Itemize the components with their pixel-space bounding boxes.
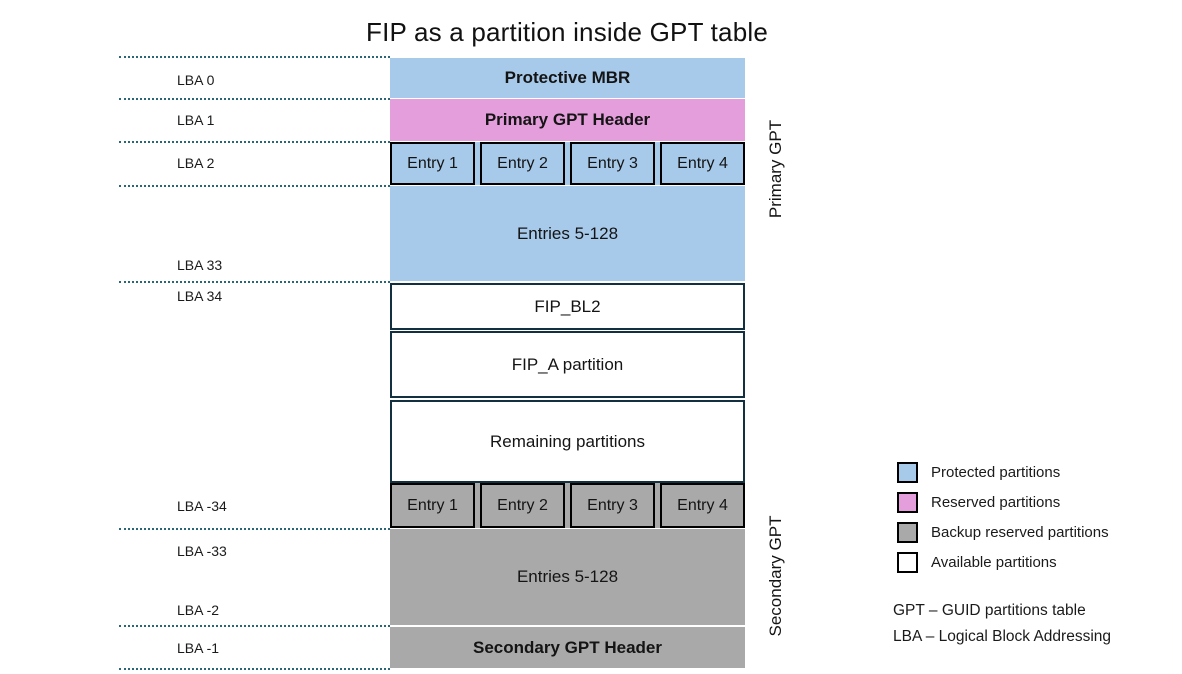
legend-label-protected: Protected partitions (931, 463, 1061, 481)
block-fip-bl2: FIP_BL2 (390, 283, 745, 330)
secondary-entry-2: Entry 2 (480, 483, 565, 528)
block-fip-a-partition: FIP_A partition (390, 331, 745, 398)
block-protective-mbr-label: Protective MBR (504, 68, 631, 87)
lba-label-m34: LBA -34 (177, 498, 227, 514)
block-fip-bl2-label: FIP_BL2 (534, 296, 601, 316)
lba-label-2: LBA 2 (177, 155, 215, 171)
lba-label-m1: LBA -1 (177, 640, 220, 656)
lba-label-1: LBA 1 (177, 112, 215, 128)
primary-entry-3: Entry 3 (570, 142, 655, 185)
dotted-line-lbam34-lbam33 (119, 528, 390, 530)
legend-label-reserved: Reserved partitions (931, 493, 1061, 511)
legend-swatch-backup (897, 521, 918, 543)
dotted-line-lbam2-lbam1 (119, 625, 390, 627)
legend-swatch-available (897, 551, 918, 573)
lba-label-34: LBA 34 (177, 288, 223, 304)
secondary-entry-4: Entry 4 (660, 483, 745, 528)
legend-swatch-protected (897, 461, 918, 483)
lba-label-m33: LBA -33 (177, 543, 227, 559)
abbreviation-lba: LBA – Logical Block Addressing (893, 628, 1111, 645)
block-entries-5-128-secondary-label: Entries 5-128 (516, 567, 619, 586)
diagram-title: FIP as a partition inside GPT table (365, 17, 769, 47)
dotted-line-lba0-top (119, 56, 390, 58)
secondary-entry-1: Entry 1 (390, 483, 475, 528)
primary-entry-1: Entry 1 (390, 142, 475, 185)
secondary-entry-row: Entry 1 Entry 2 Entry 3 Entry 4 (390, 483, 745, 528)
block-protective-mbr: Protective MBR (390, 58, 745, 98)
legend-item-reserved: Reserved partitions (897, 491, 1060, 513)
legend-swatch-reserved (897, 491, 918, 513)
lba-label-33: LBA 33 (177, 257, 223, 273)
legend-label-backup: Backup reserved partitions (931, 523, 1109, 541)
block-secondary-gpt-header-label: Secondary GPT Header (473, 637, 662, 657)
abbreviation-gpt: GPT – GUID partitions table (893, 602, 1086, 619)
legend-item-available: Available partitions (897, 551, 1057, 573)
block-fip-a-partition-label: FIP_A partition (511, 354, 624, 374)
lba-label-m2: LBA -2 (177, 602, 220, 618)
block-entries-5-128-primary-label: Entries 5-128 (516, 223, 619, 243)
block-secondary-gpt-header: Secondary GPT Header (390, 627, 745, 668)
legend-label-available: Available partitions (931, 553, 1057, 571)
secondary-entry-3: Entry 3 (570, 483, 655, 528)
dotted-line-lba1-lba2 (119, 141, 390, 143)
dotted-line-lba0-lba1 (119, 98, 390, 100)
primary-entry-2: Entry 2 (480, 142, 565, 185)
dotted-line-lba2-entries (119, 185, 390, 187)
lba-label-0: LBA 0 (177, 72, 215, 88)
legend-item-protected: Protected partitions (897, 461, 1060, 483)
primary-gpt-side-label: Primary GPT (766, 119, 785, 219)
legend-item-backup: Backup reserved partitions (897, 521, 1109, 543)
primary-entry-4: Entry 4 (660, 142, 745, 185)
primary-entry-row: Entry 1 Entry 2 Entry 3 Entry 4 (390, 142, 745, 185)
secondary-gpt-side-label: Secondary GPT (766, 515, 785, 637)
block-entries-5-128-primary: Entries 5-128 (390, 186, 745, 281)
block-primary-gpt-header: Primary GPT Header (390, 99, 745, 141)
dotted-line-lba33-lba34 (119, 281, 390, 283)
block-primary-gpt-header-label: Primary GPT Header (484, 110, 651, 129)
block-remaining-partitions: Remaining partitions (390, 400, 745, 483)
block-entries-5-128-secondary: Entries 5-128 (390, 529, 745, 625)
dotted-line-bottom (119, 668, 390, 670)
block-remaining-partitions-label: Remaining partitions (490, 431, 645, 451)
